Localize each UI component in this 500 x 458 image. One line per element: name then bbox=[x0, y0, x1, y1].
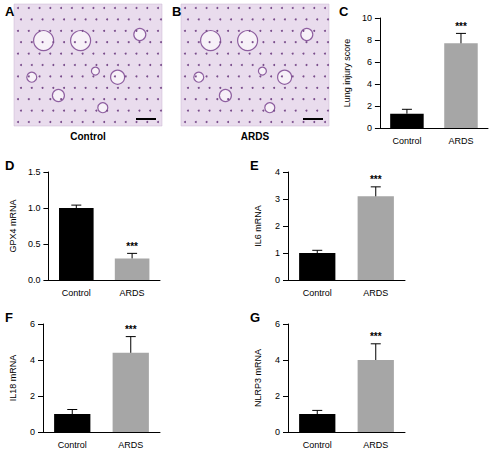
svg-text:GPX4 mRNA: GPX4 mRNA bbox=[8, 199, 18, 252]
svg-text:Control: Control bbox=[392, 136, 421, 146]
svg-text:4: 4 bbox=[275, 167, 280, 177]
svg-text:0: 0 bbox=[275, 427, 280, 437]
svg-text:4: 4 bbox=[30, 355, 35, 365]
svg-text:C: C bbox=[339, 4, 349, 19]
svg-text:ARDS: ARDS bbox=[120, 288, 145, 298]
svg-text:G: G bbox=[250, 310, 260, 325]
svg-text:2: 2 bbox=[275, 391, 280, 401]
svg-text:4: 4 bbox=[275, 355, 280, 365]
svg-text:Control: Control bbox=[62, 288, 91, 298]
svg-text:F: F bbox=[5, 310, 13, 325]
svg-text:***: *** bbox=[125, 324, 137, 335]
svg-text:ARDS: ARDS bbox=[241, 131, 270, 142]
svg-text:1.5: 1.5 bbox=[28, 167, 41, 177]
svg-text:10: 10 bbox=[362, 13, 372, 23]
svg-text:IL18 mRNA: IL18 mRNA bbox=[8, 355, 18, 402]
svg-text:1.0: 1.0 bbox=[28, 203, 41, 213]
svg-text:Control: Control bbox=[58, 440, 87, 450]
svg-text:0.5: 0.5 bbox=[28, 239, 41, 249]
svg-text:2: 2 bbox=[275, 221, 280, 231]
svg-text:IL6 mRNA: IL6 mRNA bbox=[253, 205, 263, 247]
svg-text:B: B bbox=[172, 4, 181, 19]
svg-text:1: 1 bbox=[275, 248, 280, 258]
svg-text:E: E bbox=[250, 158, 259, 173]
svg-text:ARDS: ARDS bbox=[363, 288, 388, 298]
svg-text:4: 4 bbox=[367, 79, 372, 89]
svg-text:Lung injury score: Lung injury score bbox=[342, 39, 352, 108]
svg-text:***: *** bbox=[455, 21, 467, 32]
svg-text:2: 2 bbox=[367, 101, 372, 111]
svg-text:A: A bbox=[5, 4, 15, 19]
svg-text:***: *** bbox=[126, 241, 138, 252]
svg-text:***: *** bbox=[370, 174, 382, 185]
svg-text:8: 8 bbox=[367, 35, 372, 45]
svg-text:***: *** bbox=[370, 331, 382, 342]
svg-text:0: 0 bbox=[275, 275, 280, 285]
svg-text:6: 6 bbox=[30, 319, 35, 329]
svg-text:D: D bbox=[5, 158, 14, 173]
svg-text:6: 6 bbox=[367, 57, 372, 67]
svg-text:NLRP3 mRNA: NLRP3 mRNA bbox=[253, 349, 263, 407]
svg-text:2: 2 bbox=[30, 391, 35, 401]
svg-text:3: 3 bbox=[275, 194, 280, 204]
svg-text:0: 0 bbox=[367, 123, 372, 133]
svg-text:Control: Control bbox=[70, 131, 106, 142]
svg-text:6: 6 bbox=[275, 319, 280, 329]
svg-text:Control: Control bbox=[303, 288, 332, 298]
svg-text:ARDS: ARDS bbox=[363, 440, 388, 450]
svg-text:0.0: 0.0 bbox=[28, 275, 41, 285]
svg-text:ARDS: ARDS bbox=[118, 440, 143, 450]
svg-text:0: 0 bbox=[30, 427, 35, 437]
svg-text:Control: Control bbox=[303, 440, 332, 450]
svg-text:ARDS: ARDS bbox=[448, 136, 473, 146]
